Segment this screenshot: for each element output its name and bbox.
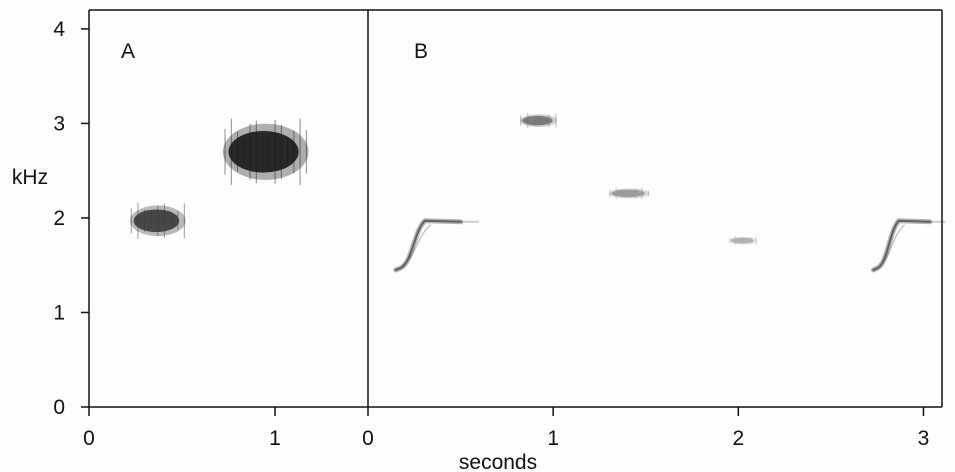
y-tick-label-4: 4 <box>53 18 65 41</box>
plot-frame <box>88 9 943 408</box>
panel-1-x-tick-label-2: 2 <box>732 427 744 450</box>
y-axis-title: kHz <box>12 166 48 189</box>
panel-1-note-2 <box>608 187 650 200</box>
sweep-core <box>872 219 931 271</box>
panel-0-note-1 <box>222 118 309 186</box>
note-core <box>228 130 299 173</box>
y-tick-label-0: 0 <box>53 396 65 419</box>
panel-0-x-tick-label-1: 1 <box>269 427 281 450</box>
note-halo <box>729 236 757 245</box>
panel-1-note-1 <box>519 113 557 129</box>
note-core <box>522 115 553 126</box>
panel-a-label: A <box>121 40 135 63</box>
y-tick-label-2: 2 <box>53 207 65 230</box>
note-core <box>730 237 754 244</box>
note-halo <box>608 188 650 199</box>
panel-1-note-3 <box>729 236 757 246</box>
y-tick-label-1: 1 <box>53 301 65 324</box>
sweep-ghost <box>401 224 432 267</box>
sweep-ghost <box>879 224 906 267</box>
panel-1-x-tick-label-3: 3 <box>918 427 930 450</box>
y-tick-label-3: 3 <box>53 112 65 135</box>
panel-1-note-4 <box>870 218 946 273</box>
panel-0-note-0 <box>129 202 186 239</box>
x-axis-title: seconds <box>459 451 537 472</box>
panel-0-x-tick-label-0: 0 <box>83 427 95 450</box>
panel-1-note-0 <box>393 218 480 273</box>
spectrogram-marks <box>129 113 946 273</box>
sweep-core <box>394 219 462 271</box>
panel-1-x-tick-label-0: 0 <box>362 427 374 450</box>
panel-b-label: B <box>414 40 428 63</box>
note-core <box>611 189 645 198</box>
note-core <box>133 209 180 233</box>
axes: 0 1 2 3 4 0 1 0 1 2 3 <box>53 18 929 450</box>
panel-1-x-tick-label-1: 1 <box>547 427 559 450</box>
